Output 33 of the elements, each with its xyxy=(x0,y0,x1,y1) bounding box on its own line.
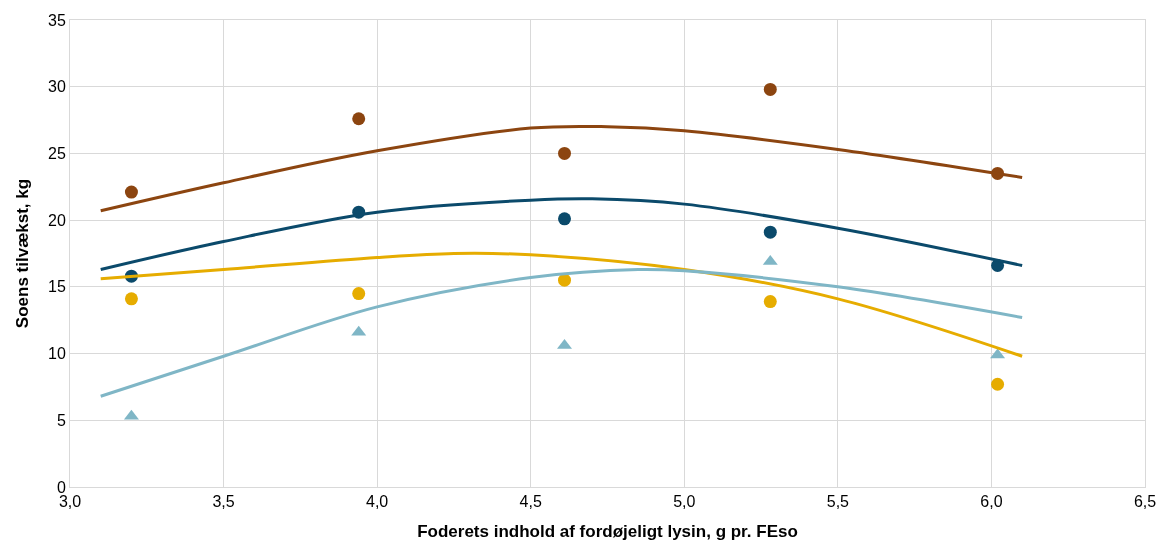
y-tick-label: 20 xyxy=(48,211,66,229)
point xyxy=(352,112,366,126)
x-axis-title: Foderets indhold af fordøjeligt lysin, g pr. FEso xyxy=(417,521,798,541)
point xyxy=(558,212,571,226)
point xyxy=(763,225,777,239)
point xyxy=(558,273,571,287)
point xyxy=(352,287,366,301)
y-tick-label: 10 xyxy=(48,345,66,363)
line-series xyxy=(99,251,1024,358)
x-tick-label: 6,5 xyxy=(1133,493,1157,511)
line-series xyxy=(99,124,1024,213)
point xyxy=(124,185,138,199)
x-tick-label: 5,0 xyxy=(673,493,696,511)
y-axis-title: Soens tilvækst, kg xyxy=(12,178,32,329)
y-tick-label: 35 xyxy=(48,11,66,29)
x-tick-label: 4,5 xyxy=(519,493,542,511)
x-tick-label: 3,5 xyxy=(212,493,235,511)
x-tick-label: 4,0 xyxy=(366,493,389,511)
point xyxy=(558,146,571,160)
y-tick-label: 0 xyxy=(56,478,66,496)
y-tick-label: 25 xyxy=(48,145,66,163)
x-tick-label: 6,0 xyxy=(980,493,1003,511)
y-tick-label: 5 xyxy=(56,411,66,429)
y-tick-label: 15 xyxy=(48,278,66,296)
point xyxy=(991,377,1005,391)
point xyxy=(124,292,138,306)
line-series xyxy=(99,197,1024,272)
x-tick-label: 3,0 xyxy=(58,493,82,511)
point xyxy=(763,82,777,96)
x-tick-label: 5,5 xyxy=(826,493,850,511)
y-tick-label: 30 xyxy=(48,78,66,96)
line-series xyxy=(99,267,1024,398)
point xyxy=(763,295,777,309)
